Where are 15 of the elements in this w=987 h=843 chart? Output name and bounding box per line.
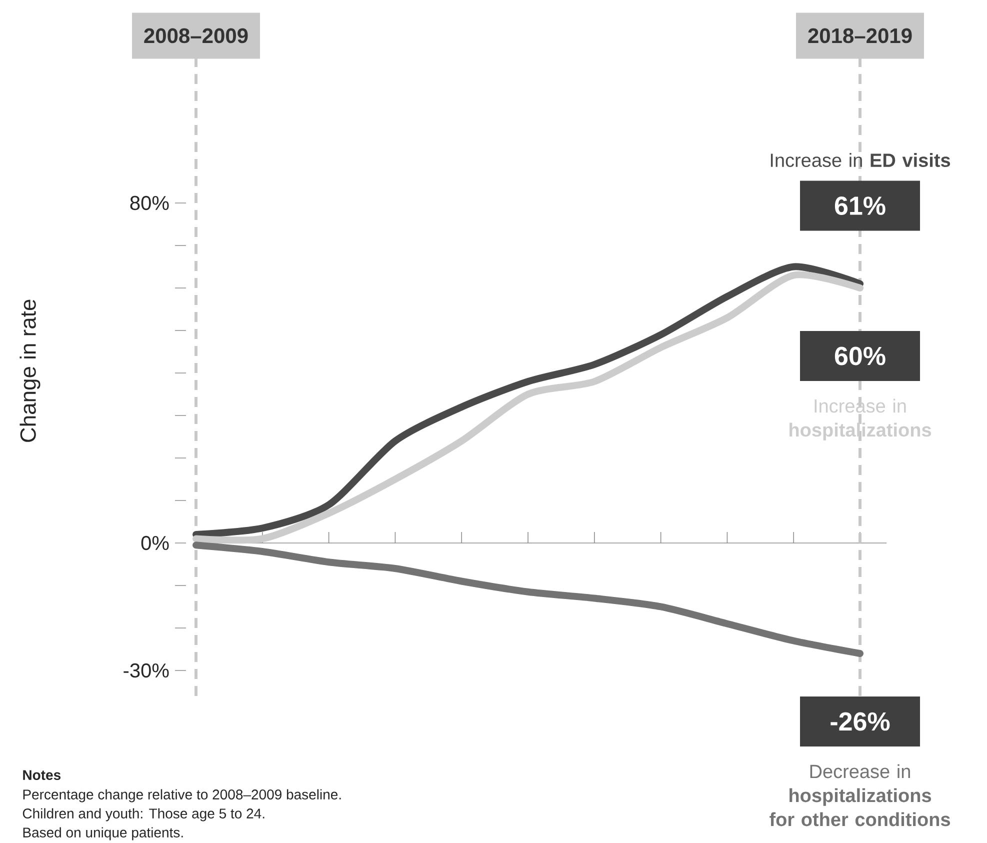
x-tick-label: 2008–2009 (144, 28, 248, 44)
text: Notes (23, 770, 61, 780)
y-axis-title: Change in rate (20, 300, 40, 442)
text: Children and youth: Those age 5 to 24. (22, 808, 264, 822)
data-label: 61% (834, 196, 886, 215)
data-label: -26% (830, 712, 890, 731)
y-tick-label: 0% (141, 536, 169, 550)
text: Decrease in hospitalizations for other conditions (770, 764, 950, 826)
text: Based on unique patients. (23, 827, 183, 840)
x-tick-label: 2018–2019 (808, 28, 912, 44)
text: Percentage change relative to 2008–2009 baseline. (23, 789, 341, 802)
y-tick-label: 80% (130, 196, 169, 210)
y-tick-label: -30% (124, 663, 169, 678)
data-label: 60% (834, 346, 886, 366)
text: Increase in ED visits (770, 153, 950, 168)
